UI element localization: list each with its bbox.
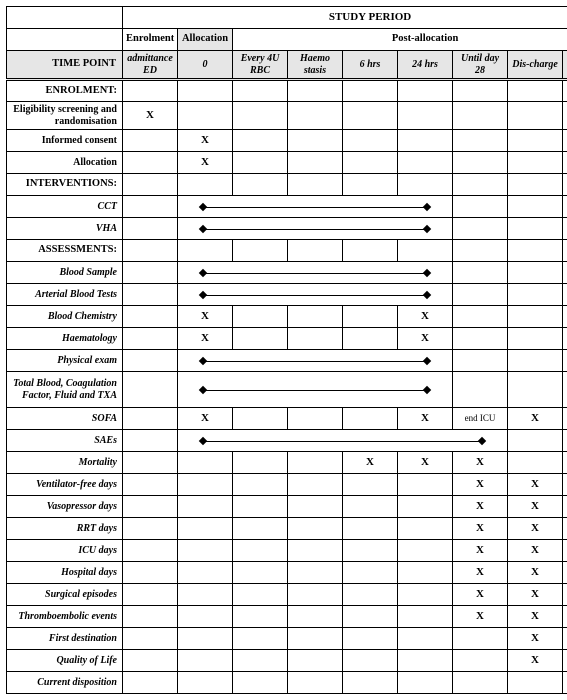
mark: X bbox=[398, 306, 453, 328]
mark: X bbox=[178, 130, 233, 152]
row-icu-days: ICU days bbox=[7, 540, 123, 562]
mark: X bbox=[178, 408, 233, 430]
row-first-dest: First destination bbox=[7, 628, 123, 650]
arrow-cct bbox=[178, 196, 453, 218]
mark: X bbox=[343, 452, 398, 474]
row-sofa: SOFA bbox=[7, 408, 123, 430]
row-blood-sample: Blood Sample bbox=[7, 262, 123, 284]
mark: X bbox=[508, 518, 563, 540]
mark: X bbox=[398, 408, 453, 430]
row-vha: VHA bbox=[7, 218, 123, 240]
mark: X bbox=[178, 152, 233, 174]
row-qol: Quality of Life bbox=[7, 650, 123, 672]
study-schedule-table: STUDY PERIOD Enrolment Allocation Post-a… bbox=[6, 6, 567, 694]
row-cct: CCT bbox=[7, 196, 123, 218]
arrow-vha bbox=[178, 218, 453, 240]
mark: X bbox=[508, 408, 563, 430]
row-vent-days: Ventilator-free days bbox=[7, 474, 123, 496]
post-allocation-header: Post-allocation bbox=[233, 29, 567, 51]
mark: X bbox=[453, 540, 508, 562]
row-blood-chem: Blood Chemistry bbox=[7, 306, 123, 328]
arrow-arterial bbox=[178, 284, 453, 306]
row-arterial-blood: Arterial Blood Tests bbox=[7, 284, 123, 306]
corner-cell-2 bbox=[7, 29, 123, 51]
row-consent: Informed consent bbox=[7, 130, 123, 152]
mark: X bbox=[563, 452, 567, 474]
note-end-icu: end ICU bbox=[453, 408, 508, 430]
mark: X bbox=[453, 474, 508, 496]
allocation-header: Allocation bbox=[178, 29, 233, 51]
row-rrt-days: RRT days bbox=[7, 518, 123, 540]
mark: X bbox=[508, 650, 563, 672]
section-enrolment: ENROLMENT: bbox=[7, 80, 123, 102]
row-allocation: Allocation bbox=[7, 152, 123, 174]
row-thrombo: Thromboembolic events bbox=[7, 606, 123, 628]
section-assessments: ASSESSMENTS: bbox=[7, 240, 123, 262]
mark: X bbox=[453, 452, 508, 474]
mark: X bbox=[398, 328, 453, 350]
tp-discharge: Dis-charge bbox=[508, 51, 563, 80]
enrolment-header: Enrolment bbox=[123, 29, 178, 51]
row-hospital-days: Hospital days bbox=[7, 562, 123, 584]
tp-4u-rbc: Every 4U RBC bbox=[233, 51, 288, 80]
arrow-saes bbox=[178, 430, 508, 452]
row-total-blood: Total Blood, Coagulation Factor, Fluid a… bbox=[7, 372, 123, 408]
study-period-header: STUDY PERIOD bbox=[123, 7, 567, 29]
row-surgical: Surgical episodes bbox=[7, 584, 123, 606]
tp-zero: 0 bbox=[178, 51, 233, 80]
mark: X bbox=[453, 496, 508, 518]
row-mortality: Mortality bbox=[7, 452, 123, 474]
mark: X bbox=[453, 584, 508, 606]
row-vaso-days: Vasopressor days bbox=[7, 496, 123, 518]
mark: X bbox=[508, 474, 563, 496]
mark: X bbox=[178, 328, 233, 350]
tp-24hrs: 24 hrs bbox=[398, 51, 453, 80]
mark: X bbox=[563, 650, 567, 672]
arrow-blood-sample bbox=[178, 262, 453, 284]
timepoint-label: TIME POINT bbox=[7, 51, 123, 80]
mark: X bbox=[453, 606, 508, 628]
row-current-disp: Current disposition bbox=[7, 672, 123, 694]
mark: X bbox=[123, 102, 178, 130]
arrow-total-blood bbox=[178, 372, 453, 408]
mark: X bbox=[508, 496, 563, 518]
tp-6hrs: 6 hrs bbox=[343, 51, 398, 80]
row-saes: SAEs bbox=[7, 430, 123, 452]
mark: X bbox=[508, 606, 563, 628]
corner-cell bbox=[7, 7, 123, 29]
mark: X bbox=[508, 562, 563, 584]
tp-day28: Until day 28 bbox=[453, 51, 508, 80]
tp-haemostasis: Haemo stasis bbox=[288, 51, 343, 80]
mark: X bbox=[508, 628, 563, 650]
tp-day90: Day 90 bbox=[563, 51, 567, 80]
row-eligibility: Eligibility screening and randomisation bbox=[7, 102, 123, 130]
mark: X bbox=[508, 540, 563, 562]
mark: X bbox=[398, 452, 453, 474]
row-physical-exam: Physical exam bbox=[7, 350, 123, 372]
mark: X bbox=[453, 518, 508, 540]
section-interventions: INTERVENTIONS: bbox=[7, 174, 123, 196]
mark: X bbox=[453, 562, 508, 584]
row-haematology: Haematology bbox=[7, 328, 123, 350]
mark: X bbox=[563, 672, 567, 694]
mark: X bbox=[178, 306, 233, 328]
mark: X bbox=[508, 584, 563, 606]
arrow-physical bbox=[178, 350, 453, 372]
tp-admittance: admittance ED bbox=[123, 51, 178, 80]
